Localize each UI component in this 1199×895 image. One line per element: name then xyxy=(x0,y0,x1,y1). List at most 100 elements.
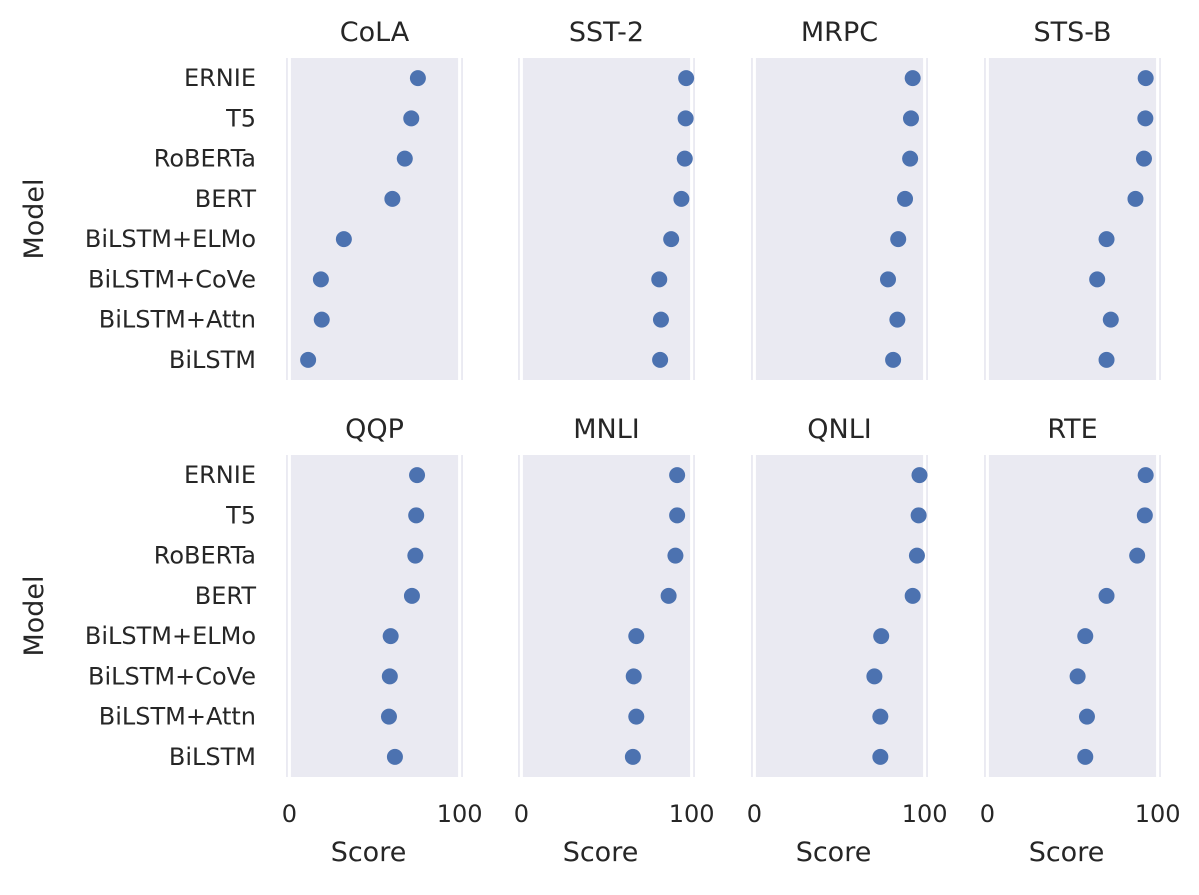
y-tick-label: BiLSTM xyxy=(169,743,256,771)
data-point xyxy=(677,110,694,127)
data-point xyxy=(1098,231,1115,248)
data-point xyxy=(1127,190,1144,207)
x-tick-label: 0 xyxy=(282,800,297,828)
data-point xyxy=(403,587,420,604)
y-tick-label: BiLSTM+CoVe xyxy=(88,265,256,293)
panel-title: QNLI xyxy=(807,414,871,445)
y-tick-label: BiLSTM+ELMo xyxy=(85,622,256,650)
data-point xyxy=(904,587,921,604)
y-axis-label: Model xyxy=(19,575,50,656)
data-point xyxy=(673,190,690,207)
data-point xyxy=(866,668,883,685)
data-point xyxy=(1078,708,1095,725)
data-point xyxy=(676,150,693,167)
y-tick-label: T5 xyxy=(225,501,256,529)
data-point xyxy=(667,547,684,564)
x-axis-label: Score xyxy=(796,837,872,868)
data-point xyxy=(1069,668,1086,685)
data-point xyxy=(652,311,669,328)
data-point xyxy=(381,668,398,685)
data-point xyxy=(669,467,686,484)
x-tick-label: 0 xyxy=(514,800,529,828)
x-tick-label: 100 xyxy=(669,800,715,828)
data-point xyxy=(902,110,919,127)
data-point xyxy=(651,271,668,288)
data-point xyxy=(312,271,329,288)
data-point xyxy=(1129,547,1146,564)
data-point xyxy=(384,190,401,207)
x-tick-label: 100 xyxy=(437,800,483,828)
y-tick-label: BiLSTM xyxy=(169,346,256,374)
data-point xyxy=(911,467,928,484)
data-point xyxy=(652,351,669,368)
data-point xyxy=(380,708,397,725)
data-point xyxy=(409,70,426,87)
data-point xyxy=(890,231,907,248)
panel-title: CoLA xyxy=(340,17,410,48)
y-tick-label: ERNIE xyxy=(184,461,256,489)
data-point xyxy=(902,150,919,167)
data-point xyxy=(1102,311,1119,328)
data-point xyxy=(1098,587,1115,604)
data-point xyxy=(678,70,695,87)
y-tick-label: ERNIE xyxy=(184,64,256,92)
data-point xyxy=(1137,467,1154,484)
y-tick-label: BiLSTM+Attn xyxy=(99,703,256,731)
panel-title: STS-B xyxy=(1033,17,1111,48)
x-tick-label: 100 xyxy=(902,800,948,828)
x-tick-label: 100 xyxy=(1135,800,1181,828)
x-axis-label: Score xyxy=(563,837,639,868)
panel-background xyxy=(751,58,928,380)
data-point xyxy=(625,668,642,685)
x-axis-label: Score xyxy=(1029,837,1105,868)
data-point xyxy=(885,351,902,368)
data-point xyxy=(872,748,889,765)
panel-title: RTE xyxy=(1047,414,1097,445)
data-point xyxy=(880,271,897,288)
data-point xyxy=(300,351,317,368)
data-point xyxy=(1077,628,1094,645)
panel-title: QQP xyxy=(345,414,404,445)
y-tick-label: RoBERTa xyxy=(154,145,256,173)
data-point xyxy=(403,110,420,127)
data-point xyxy=(1137,70,1154,87)
x-tick-label: 0 xyxy=(980,800,995,828)
panel-background xyxy=(984,455,1161,777)
data-point xyxy=(386,748,403,765)
y-tick-label: BiLSTM+CoVe xyxy=(88,662,256,690)
data-point xyxy=(660,587,677,604)
data-point xyxy=(1135,150,1152,167)
data-point xyxy=(904,70,921,87)
data-point xyxy=(628,628,645,645)
y-tick-label: BERT xyxy=(195,185,257,213)
panel-background xyxy=(984,58,1161,380)
x-tick-label: 0 xyxy=(747,800,762,828)
data-point xyxy=(663,231,680,248)
panel-background xyxy=(286,58,463,380)
y-axis-label: Model xyxy=(19,178,50,259)
data-point xyxy=(408,507,425,524)
panel-title: MNLI xyxy=(573,414,640,445)
data-point xyxy=(382,628,399,645)
panel-title: MRPC xyxy=(801,17,878,48)
data-point xyxy=(1089,271,1106,288)
data-point xyxy=(889,311,906,328)
data-point xyxy=(872,708,889,725)
panel-background xyxy=(286,455,463,777)
data-point xyxy=(669,507,686,524)
y-tick-label: T5 xyxy=(225,104,256,132)
y-tick-label: RoBERTa xyxy=(154,542,256,570)
data-point xyxy=(910,507,927,524)
x-axis-label: Score xyxy=(331,837,407,868)
panel-title: SST-2 xyxy=(569,17,644,48)
y-tick-label: BiLSTM+Attn xyxy=(99,306,256,334)
data-point xyxy=(1098,351,1115,368)
data-point xyxy=(908,547,925,564)
panel-background xyxy=(518,58,695,380)
data-point xyxy=(1136,507,1153,524)
y-tick-label: BERT xyxy=(195,582,257,610)
data-point xyxy=(1137,110,1154,127)
data-point xyxy=(407,547,424,564)
data-point xyxy=(409,467,426,484)
